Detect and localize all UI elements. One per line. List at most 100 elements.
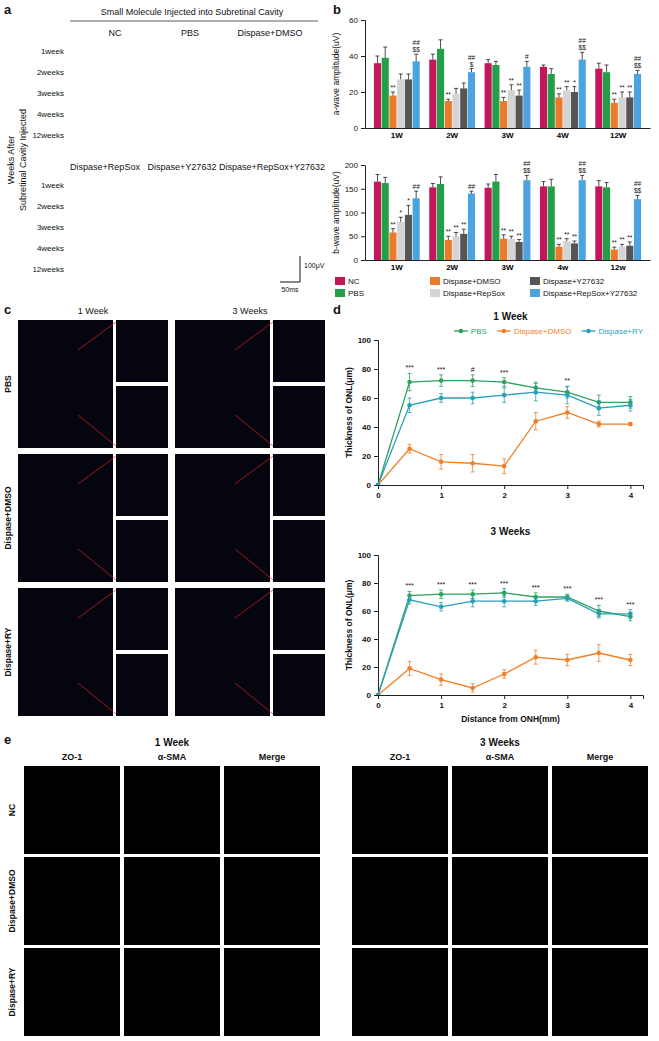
image-inset <box>116 588 168 650</box>
tick-mark <box>504 695 505 699</box>
image <box>352 948 448 1036</box>
error-bar <box>597 181 601 187</box>
tick: 20 <box>362 663 378 672</box>
tick-mark <box>374 695 378 696</box>
image <box>452 766 548 854</box>
tick: 40 <box>362 635 378 644</box>
point <box>439 605 444 610</box>
error-bar <box>375 56 379 63</box>
annotation: ** <box>565 377 571 384</box>
axis-title: Thickness of ONL(μm) <box>344 579 354 670</box>
axis-title: b-wave amplitude(uV) <box>331 171 341 254</box>
tick: 3 <box>566 695 571 710</box>
error-bar <box>439 40 443 49</box>
error-bar <box>628 242 632 246</box>
annotation: ## <box>579 160 587 167</box>
bar <box>523 180 530 260</box>
bar <box>460 88 467 128</box>
annotation: $$ <box>634 62 642 69</box>
bar <box>452 236 459 260</box>
legend-item: Dispase+RY <box>581 327 643 336</box>
bar <box>492 182 499 260</box>
chart-title: 1 Week <box>493 311 528 322</box>
image <box>124 948 220 1036</box>
column-header: 1 Week <box>78 306 109 316</box>
bar <box>571 243 578 260</box>
annotation: ** <box>612 239 618 246</box>
column-header: PBS <box>181 28 199 38</box>
tick-label: 80 <box>362 365 371 374</box>
legend-label: Dispase+DMSO <box>514 327 572 336</box>
tick: 40 <box>362 423 378 432</box>
panel-label: c <box>4 302 11 317</box>
bar <box>405 79 412 128</box>
line <box>378 593 630 695</box>
bar <box>563 90 570 128</box>
error-bar <box>494 175 498 182</box>
annotation: ** <box>501 89 507 96</box>
image-inset <box>273 454 325 516</box>
tick-label: 0 <box>354 124 359 133</box>
error-bar <box>549 179 553 186</box>
bar <box>374 63 381 128</box>
tick: 4w <box>558 263 569 272</box>
tick-label: 1 <box>439 491 444 500</box>
error-bar <box>391 92 395 96</box>
tick: 80 <box>362 579 378 588</box>
error-bar <box>628 610 632 618</box>
tick-mark <box>441 695 442 699</box>
image <box>18 588 113 716</box>
image <box>18 320 113 448</box>
inset-pointer <box>235 590 273 618</box>
annotation: *** <box>500 369 508 376</box>
legend-label: Dispase+RepSox+Y27632 <box>543 289 638 298</box>
bar <box>555 97 562 128</box>
tick-label: 3 <box>566 491 571 500</box>
image <box>175 454 270 582</box>
scale-label: 50ms <box>281 286 299 293</box>
axis-line <box>366 260 651 261</box>
point <box>565 393 570 398</box>
point <box>533 655 538 660</box>
inset-pointer <box>235 415 273 446</box>
bar <box>540 67 547 128</box>
annotation: ** <box>620 84 626 91</box>
group-header: 1 Week <box>155 737 190 748</box>
point <box>502 591 507 596</box>
axis: 0204060 <box>349 16 365 133</box>
axis-line <box>379 696 644 700</box>
error-bar <box>597 610 601 618</box>
legend-swatch <box>586 329 591 334</box>
tick-label: 100 <box>358 336 372 345</box>
row-label: 2weeks <box>37 68 64 77</box>
annotation: *** <box>437 366 445 373</box>
row-label: Dispase+DMSO <box>3 486 13 549</box>
error-bar <box>383 47 387 58</box>
legend-label: PBS <box>471 327 487 336</box>
column-header: 3 Weeks <box>233 306 268 316</box>
error-bar <box>502 589 506 597</box>
error-bar <box>517 240 521 242</box>
error-bar <box>605 183 609 188</box>
row-label: Dispase+RY <box>7 967 17 1016</box>
axis-title: Distance from ONH(mm) <box>461 714 560 724</box>
bar <box>540 186 547 260</box>
tick: 20 <box>349 88 365 97</box>
error-bar <box>502 388 506 403</box>
tick-label: 2 <box>502 701 507 710</box>
tick: 3W <box>502 263 514 272</box>
bar <box>389 96 396 128</box>
tick-label: 0 <box>376 701 381 710</box>
line <box>378 381 630 485</box>
legend-item: Dispase+RepSox <box>430 289 505 298</box>
image-inset <box>116 654 168 716</box>
bar <box>618 97 625 128</box>
point <box>502 599 507 604</box>
panel-c: 1 Week3 WeeksPBSDispase+DMSODispase+RY <box>3 306 325 716</box>
bar <box>548 74 555 128</box>
error-bar <box>565 594 569 600</box>
axis: 01234 <box>376 485 643 500</box>
annotation: *** <box>405 364 413 371</box>
tick: 2W <box>446 131 458 140</box>
error-bar <box>572 87 576 92</box>
